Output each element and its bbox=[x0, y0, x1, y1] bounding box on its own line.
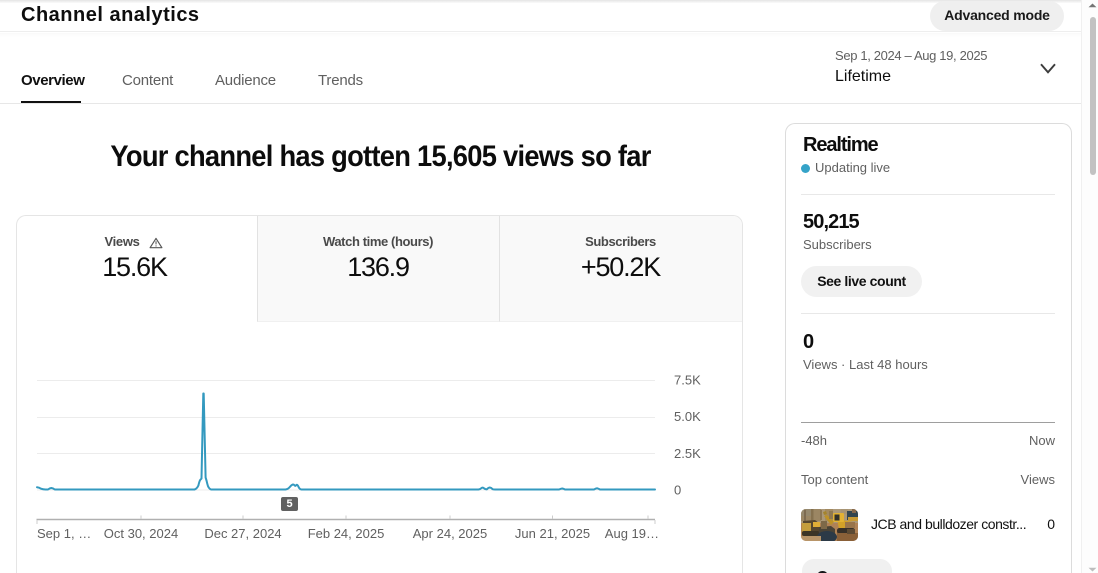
svg-text:Jun 21, 2025: Jun 21, 2025 bbox=[515, 526, 590, 541]
svg-text:Aug 19…: Aug 19… bbox=[605, 526, 659, 541]
svg-text:Feb 24, 2025: Feb 24, 2025 bbox=[308, 526, 385, 541]
svg-text:0: 0 bbox=[674, 483, 681, 498]
svg-text:2.5K: 2.5K bbox=[674, 446, 701, 461]
svg-text:7.5K: 7.5K bbox=[674, 373, 701, 388]
svg-text:Dec 27, 2024: Dec 27, 2024 bbox=[204, 526, 281, 541]
svg-text:Sep 1, …: Sep 1, … bbox=[37, 526, 91, 541]
svg-text:Apr 24, 2025: Apr 24, 2025 bbox=[413, 526, 487, 541]
svg-text:5.0K: 5.0K bbox=[674, 409, 701, 424]
svg-text:Oct 30, 2024: Oct 30, 2024 bbox=[104, 526, 178, 541]
